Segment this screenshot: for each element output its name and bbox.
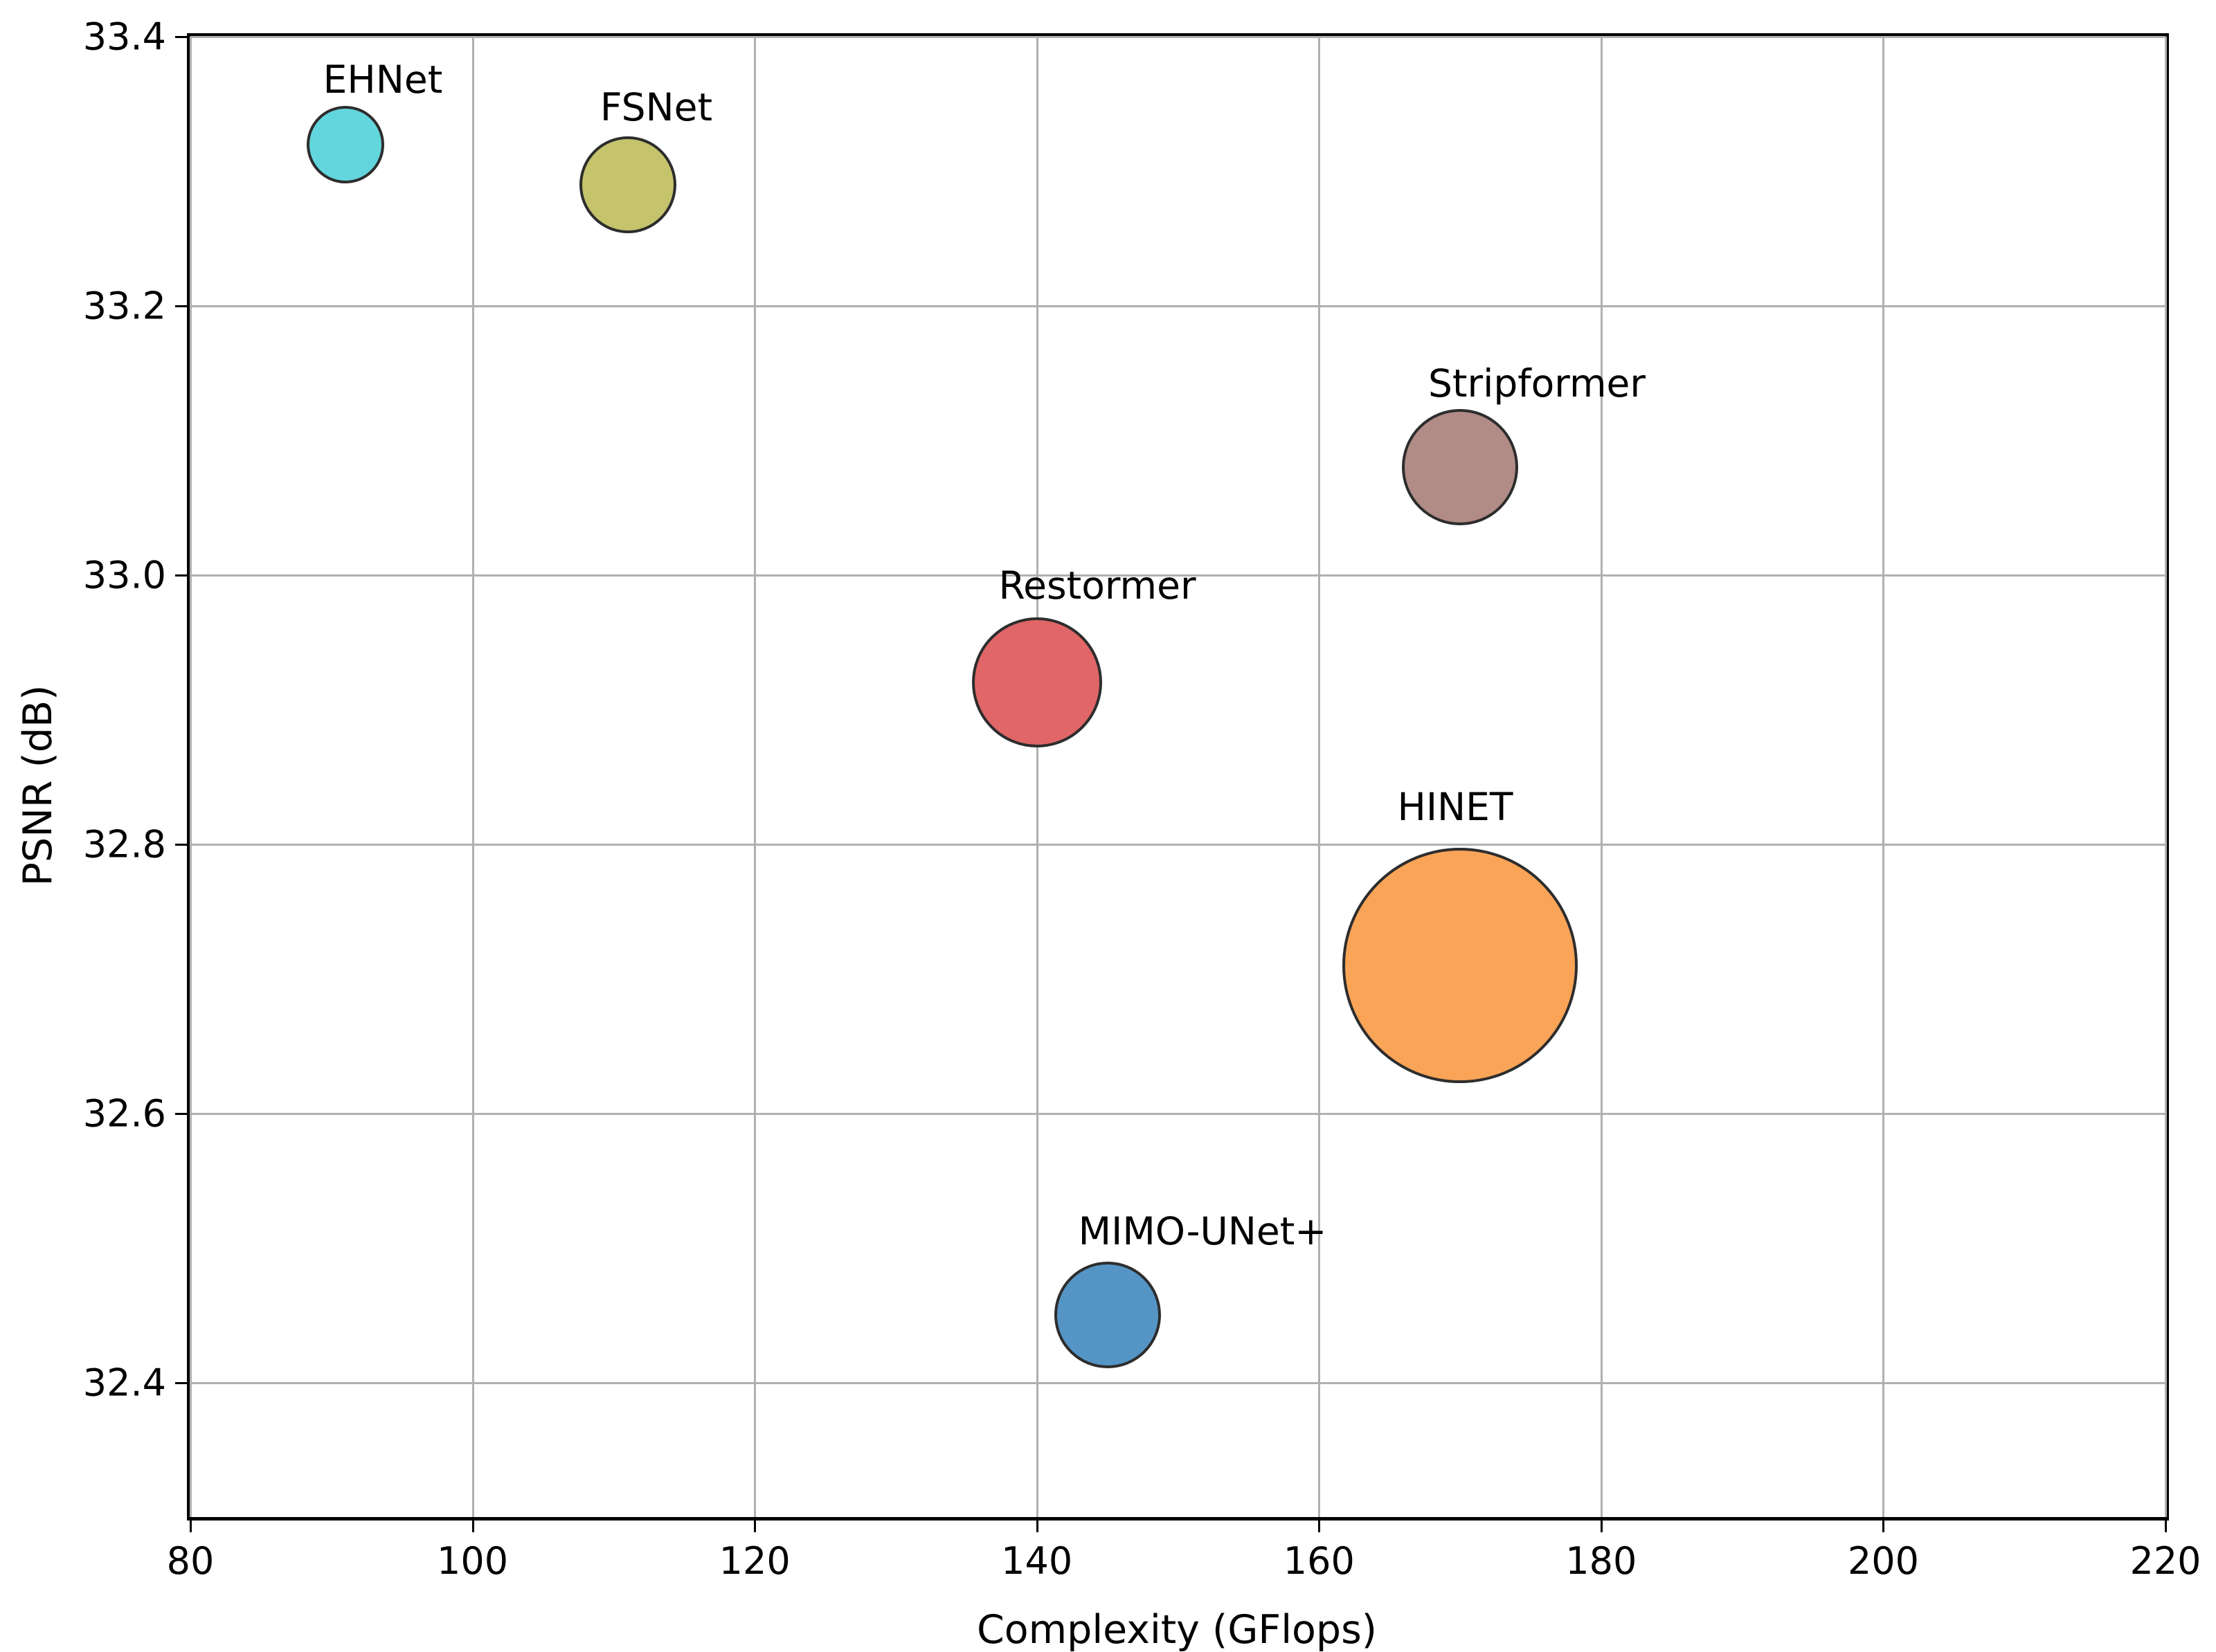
bubble-annotation-stripformer: Stripformer <box>1428 361 1646 406</box>
y-axis-label: PSNR (dB) <box>15 684 61 887</box>
x-tick-120 <box>754 1517 757 1532</box>
v-gridline-120 <box>754 37 757 1517</box>
y-tick-label-33.0: 33.0 <box>82 553 166 597</box>
h-gridline-33.2 <box>190 305 2165 307</box>
x-tick-label-80: 80 <box>166 1539 215 1583</box>
h-gridline-32.4 <box>190 1381 2165 1384</box>
bubble-annotation-ehnet: EHNet <box>323 57 443 102</box>
x-tick-180 <box>1600 1517 1603 1532</box>
y-tick-label-32.4: 32.4 <box>82 1361 166 1405</box>
v-gridline-200 <box>1882 37 1885 1517</box>
x-tick-160 <box>1318 1517 1321 1532</box>
x-tick-200 <box>1882 1517 1885 1532</box>
bubble-annotation-fsnet: FSNet <box>600 85 713 129</box>
y-tick-33.0 <box>175 574 190 577</box>
y-tick-32.8 <box>175 843 190 846</box>
bubble-restormer <box>971 617 1102 748</box>
x-tick-label-120: 120 <box>719 1539 791 1583</box>
y-tick-label-33.2: 33.2 <box>82 284 166 328</box>
x-tick-220 <box>2165 1517 2167 1532</box>
bubble-annotation-mimo-unet: MIMO-UNet+ <box>1078 1209 1327 1253</box>
x-tick-100 <box>471 1517 474 1532</box>
bubble-mimo-unet <box>1054 1262 1161 1369</box>
x-tick-80 <box>190 1517 192 1532</box>
h-gridline-32.8 <box>190 843 2165 846</box>
x-tick-label-160: 160 <box>1283 1539 1355 1583</box>
y-tick-32.4 <box>175 1381 190 1384</box>
y-tick-label-33.4: 33.4 <box>82 15 166 59</box>
x-tick-label-180: 180 <box>1565 1539 1637 1583</box>
y-tick-label-32.6: 32.6 <box>82 1091 166 1136</box>
v-gridline-140 <box>1036 37 1038 1517</box>
bubble-stripformer <box>1402 409 1519 526</box>
v-gridline-180 <box>1600 37 1603 1517</box>
v-gridline-220 <box>2165 37 2167 1517</box>
v-gridline-100 <box>471 37 474 1517</box>
v-gridline-80 <box>190 37 192 1517</box>
x-tick-label-140: 140 <box>1001 1539 1073 1583</box>
y-tick-33.2 <box>175 305 190 307</box>
bubble-hinet <box>1342 847 1578 1083</box>
bubble-annotation-restormer: Restormer <box>998 563 1196 608</box>
x-axis-label: Complexity (GFlops) <box>976 1607 1378 1652</box>
bubble-fsnet <box>579 136 676 233</box>
x-tick-140 <box>1036 1517 1038 1532</box>
plot-area <box>187 33 2169 1521</box>
v-gridline-160 <box>1318 37 1321 1517</box>
h-gridline-33.0 <box>190 574 2165 577</box>
y-tick-33.4 <box>175 36 190 38</box>
x-tick-label-220: 220 <box>2129 1539 2201 1583</box>
x-tick-label-100: 100 <box>437 1539 509 1583</box>
y-tick-32.6 <box>175 1112 190 1115</box>
h-gridline-32.6 <box>190 1112 2165 1115</box>
y-tick-label-32.8: 32.8 <box>82 822 166 866</box>
bubble-ehnet <box>307 105 385 183</box>
x-tick-label-200: 200 <box>1847 1539 1919 1583</box>
h-gridline-33.4 <box>190 36 2165 38</box>
bubble-annotation-hinet: HINET <box>1397 785 1513 829</box>
